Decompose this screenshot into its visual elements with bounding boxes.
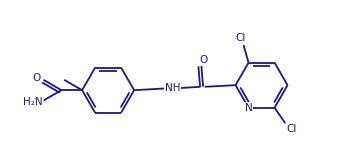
Text: N: N xyxy=(245,103,252,113)
Text: H₂N: H₂N xyxy=(23,97,43,107)
Text: O: O xyxy=(33,73,41,83)
Text: O: O xyxy=(199,55,207,65)
Text: Cl: Cl xyxy=(287,124,297,134)
Text: NH: NH xyxy=(165,83,180,93)
Text: Cl: Cl xyxy=(235,33,245,43)
